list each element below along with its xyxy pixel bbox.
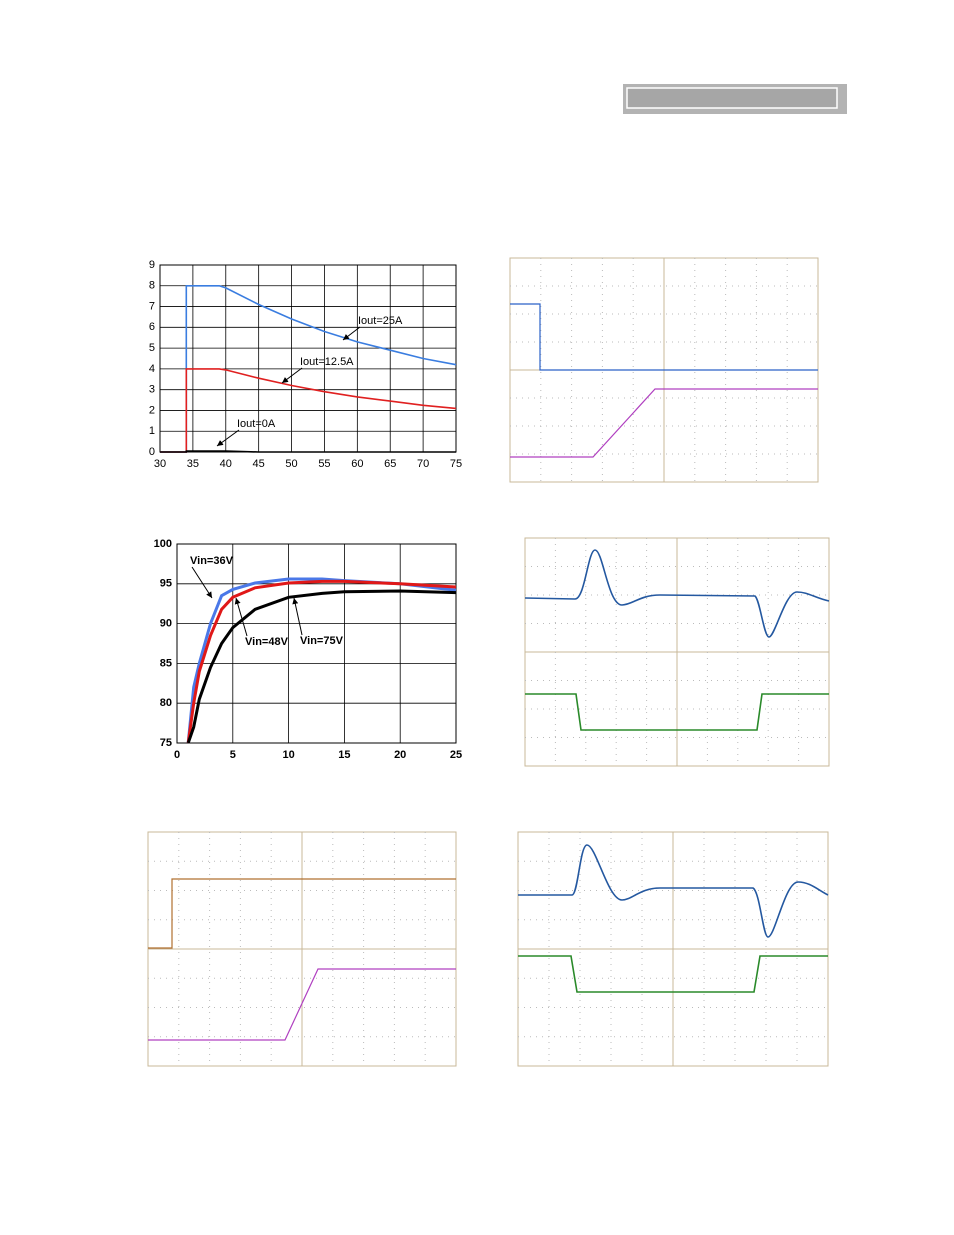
x-tick-label: 20 [394, 749, 406, 761]
scope-trace [518, 955, 828, 993]
x-tick-label: 30 [154, 458, 166, 470]
scope-capture [524, 537, 830, 767]
annotation-arrow [342, 326, 361, 341]
y-tick-label: 6 [149, 321, 155, 333]
y-tick-label: 4 [149, 363, 155, 375]
x-tick-label: 45 [253, 458, 265, 470]
y-tick-label: 7 [149, 300, 155, 312]
scope-trace [148, 968, 456, 1041]
y-tick-label: 1 [149, 425, 155, 437]
line-annotation: Vin=48V [245, 636, 289, 648]
line-annotation: Vin=36V [190, 555, 234, 567]
scope-trace [518, 844, 829, 938]
y-tick-label: 80 [160, 697, 172, 709]
x-tick-label: 15 [338, 749, 350, 761]
y-tick-label: 9 [149, 259, 155, 271]
x-tick-label: 65 [384, 458, 396, 470]
y-tick-label: 8 [149, 280, 155, 292]
x-tick-label: 55 [318, 458, 330, 470]
y-tick-label: 95 [160, 578, 172, 590]
annotation-arrow [281, 367, 303, 384]
scope-trace [148, 878, 456, 949]
annotation-arrow [191, 566, 213, 599]
line-annotation: Vin=75V [300, 635, 344, 647]
y-tick-label: 100 [154, 538, 172, 550]
scope-trace [525, 693, 829, 731]
series-line [186, 589, 457, 744]
y-tick-label: 75 [160, 737, 172, 749]
series-line [160, 285, 457, 453]
y-tick-label: 85 [160, 657, 172, 669]
y-tick-label: 3 [149, 384, 155, 396]
series-line [186, 579, 457, 744]
plot-frame [176, 543, 457, 744]
line-annotation: Iout=12.5A [300, 356, 354, 368]
x-tick-label: 10 [282, 749, 294, 761]
scope-capture [147, 831, 457, 1067]
x-tick-label: 75 [450, 458, 462, 470]
y-tick-label: 5 [149, 342, 155, 354]
x-tick-label: 0 [174, 749, 180, 761]
annotation-arrow [292, 597, 303, 636]
annotation-arrow [216, 429, 240, 447]
scope-trace [510, 303, 818, 371]
scope-capture [509, 257, 819, 483]
x-tick-label: 5 [230, 749, 236, 761]
x-tick-label: 70 [417, 458, 429, 470]
annotation-arrow [234, 597, 248, 637]
header-bar-inner [626, 87, 838, 109]
y-tick-label: 90 [160, 618, 172, 630]
line-annotation: Iout=0A [237, 418, 276, 430]
line-annotation: Iout=25A [358, 315, 403, 327]
scope-trace [510, 388, 818, 458]
scope-trace [524, 549, 830, 638]
scope-capture [517, 831, 829, 1067]
x-tick-label: 40 [220, 458, 232, 470]
x-tick-label: 60 [351, 458, 363, 470]
x-tick-label: 35 [187, 458, 199, 470]
x-tick-label: 50 [285, 458, 297, 470]
series-line [160, 450, 456, 453]
series-line [160, 368, 457, 453]
y-tick-label: 0 [149, 446, 155, 458]
y-tick-label: 2 [149, 404, 155, 416]
x-tick-label: 25 [450, 749, 462, 761]
